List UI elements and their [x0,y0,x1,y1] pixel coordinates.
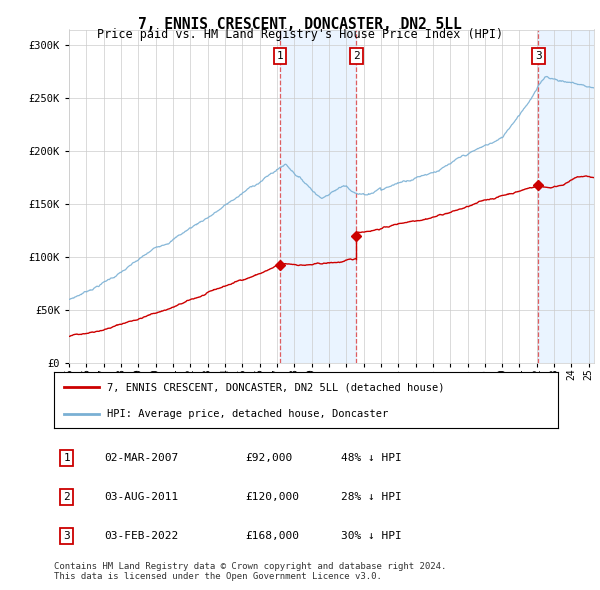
Text: 03-FEB-2022: 03-FEB-2022 [104,531,179,541]
Text: 3: 3 [535,51,542,61]
Text: 7, ENNIS CRESCENT, DONCASTER, DN2 5LL: 7, ENNIS CRESCENT, DONCASTER, DN2 5LL [138,17,462,31]
Text: Price paid vs. HM Land Registry's House Price Index (HPI): Price paid vs. HM Land Registry's House … [97,28,503,41]
Text: 28% ↓ HPI: 28% ↓ HPI [341,492,402,502]
Bar [280,30,356,363]
Text: £168,000: £168,000 [245,531,299,541]
Bar [538,30,594,363]
Text: 3: 3 [63,531,70,541]
Text: 48% ↓ HPI: 48% ↓ HPI [341,453,402,463]
Text: 2: 2 [353,51,360,61]
Text: 1: 1 [63,453,70,463]
Text: 02-MAR-2007: 02-MAR-2007 [104,453,179,463]
Text: Contains HM Land Registry data © Crown copyright and database right 2024.
This d: Contains HM Land Registry data © Crown c… [54,562,446,581]
Text: 30% ↓ HPI: 30% ↓ HPI [341,531,402,541]
Text: 2: 2 [63,492,70,502]
Text: £120,000: £120,000 [245,492,299,502]
Text: 7, ENNIS CRESCENT, DONCASTER, DN2 5LL (detached house): 7, ENNIS CRESCENT, DONCASTER, DN2 5LL (d… [107,382,445,392]
Text: 03-AUG-2011: 03-AUG-2011 [104,492,179,502]
Text: HPI: Average price, detached house, Doncaster: HPI: Average price, detached house, Donc… [107,409,388,419]
Text: 1: 1 [277,51,283,61]
Text: £92,000: £92,000 [245,453,293,463]
